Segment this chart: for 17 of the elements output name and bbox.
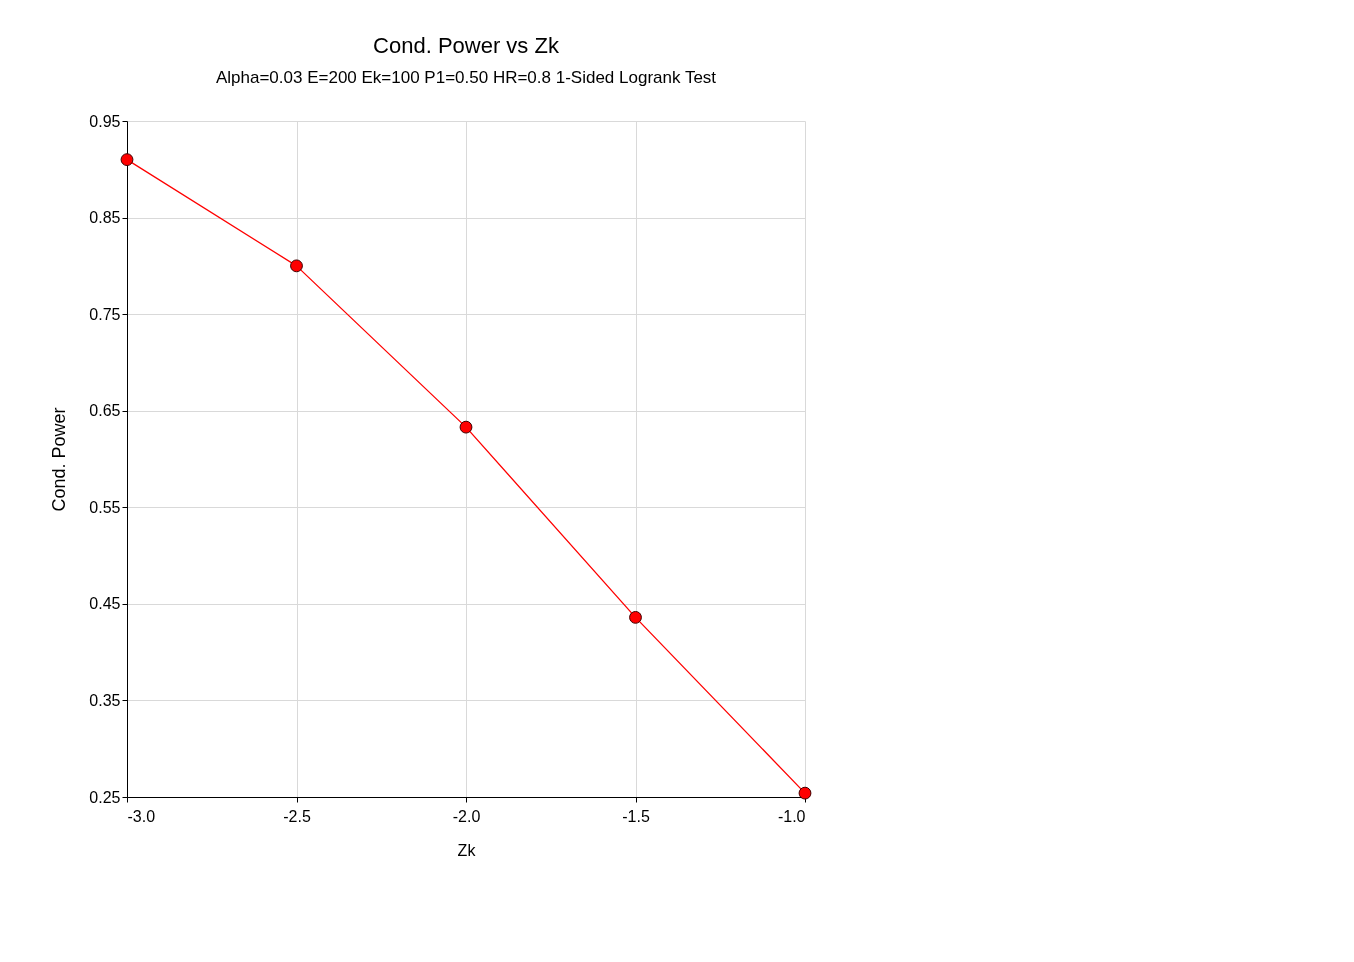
x-axis-title: Zk — [457, 841, 477, 859]
x-tick-label: -2.0 — [452, 807, 481, 825]
x-tick-label: -2.5 — [283, 807, 311, 825]
y-tick-label: 0.85 — [89, 209, 121, 227]
y-tick-label: 0.35 — [89, 691, 121, 709]
y-tick-label: 0.75 — [89, 305, 121, 323]
chart-subtitle: Alpha=0.03 E=200 Ek=100 P1=0.50 HR=0.8 1-Sided Logrank Test — [215, 68, 717, 87]
y-tick-label: 0.55 — [89, 498, 121, 516]
y-tick-label: 0.95 — [89, 112, 121, 130]
y-tick-label: 0.65 — [89, 402, 121, 420]
chart-title: Cond. Power vs Zk — [373, 33, 560, 58]
x-tick-label: -1.0 — [777, 807, 806, 825]
y-tick-label: 0.25 — [89, 788, 121, 806]
x-tick-label: -3.0 — [127, 807, 156, 825]
x-tick-label: -1.5 — [622, 807, 650, 825]
y-axis-title: Cond. Power — [49, 407, 70, 512]
y-tick-label: 0.45 — [89, 595, 121, 613]
